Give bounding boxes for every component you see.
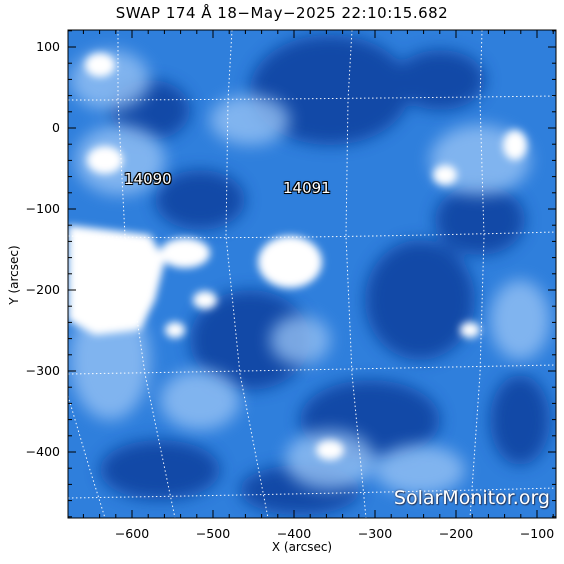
image-title: SWAP 174 Å 18−May−2025 22:10:15.682 <box>115 4 449 22</box>
watermark: SolarMonitor.org <box>393 487 550 509</box>
solar-image <box>68 30 556 518</box>
y-tick-label: 0 <box>52 120 60 135</box>
y-tick-label: −200 <box>25 282 60 297</box>
x-tick-label: −600 <box>114 526 150 541</box>
x-axis-label: X (arcsec) <box>271 540 333 554</box>
x-tick-label: −500 <box>195 526 231 541</box>
x-tick-label: −400 <box>276 526 312 541</box>
x-tick-label: −200 <box>438 526 474 541</box>
y-tick-label: 100 <box>36 39 60 54</box>
minor-ticks <box>68 30 556 518</box>
active-region-label: 14090 <box>124 170 172 188</box>
y-axis-label: Y (arcsec) <box>7 245 21 305</box>
x-tick-label: −300 <box>357 526 393 541</box>
y-tick-label: −100 <box>25 201 60 216</box>
active-region-label: 14091 <box>283 179 331 197</box>
y-tick-label: −400 <box>25 444 60 459</box>
y-tick-label: −300 <box>25 363 60 378</box>
x-tick-label: −100 <box>519 526 555 541</box>
